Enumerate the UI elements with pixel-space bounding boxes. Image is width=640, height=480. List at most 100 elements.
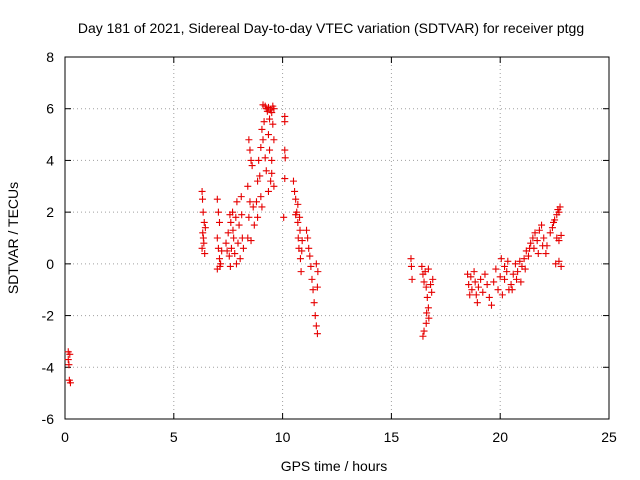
data-point [503, 268, 511, 276]
data-point [467, 273, 475, 281]
data-point [261, 154, 269, 162]
data-point [268, 156, 276, 164]
data-point [422, 319, 430, 327]
data-point [230, 234, 238, 242]
data-point [281, 154, 289, 162]
data-point [213, 195, 221, 203]
axis-ticks [64, 56, 610, 420]
data-point [420, 327, 428, 335]
data-point [234, 239, 242, 247]
data-point [307, 262, 315, 270]
data-point [297, 268, 305, 276]
data-point [232, 260, 240, 268]
data-point [247, 237, 255, 245]
data-point [313, 330, 321, 338]
data-point [530, 244, 538, 252]
data-point [269, 102, 277, 110]
data-point [534, 250, 542, 258]
y-axis-label: SDTVAR / TECUs [5, 182, 21, 294]
data-point [557, 231, 565, 239]
data-point [235, 221, 243, 229]
data-point [298, 237, 306, 245]
data-point [429, 275, 437, 283]
data-point [539, 242, 547, 250]
data-point [535, 226, 543, 234]
y-tick-label: 8 [46, 49, 54, 65]
data-point [557, 262, 565, 270]
data-point [553, 234, 561, 242]
data-point [64, 356, 72, 364]
data-point [260, 118, 268, 126]
data-point [239, 244, 247, 252]
y-axis-tick-labels: -6 -4 -2 0 2 4 6 8 [42, 49, 55, 427]
data-point [225, 252, 233, 260]
data-point [303, 226, 311, 234]
data-point [257, 193, 265, 201]
data-point [423, 309, 431, 317]
data-point [226, 262, 234, 270]
data-point [266, 146, 274, 154]
data-point [312, 260, 320, 268]
y-tick-label: 0 [46, 256, 54, 272]
data-point [542, 250, 550, 258]
data-point [264, 131, 272, 139]
data-point [244, 182, 252, 190]
chart-title: Day 181 of 2021, Sidereal Day-to-day VTE… [78, 20, 584, 36]
data-point [266, 115, 274, 123]
data-point [481, 270, 489, 278]
y-tick-label: 2 [46, 204, 54, 220]
data-point [477, 275, 485, 283]
data-point [550, 218, 558, 226]
data-point [227, 244, 235, 252]
data-point [246, 198, 254, 206]
data-point [465, 281, 473, 289]
y-tick-label: 6 [46, 101, 54, 117]
data-point [252, 198, 260, 206]
data-point [516, 257, 524, 265]
data-point [270, 182, 278, 190]
data-point [314, 268, 322, 276]
data-point [255, 156, 263, 164]
data-point [508, 286, 516, 294]
data-point [310, 299, 318, 307]
data-point [264, 187, 272, 195]
data-point [309, 286, 317, 294]
data-point [490, 278, 498, 286]
x-tick-label: 25 [601, 429, 617, 445]
data-point [270, 136, 278, 144]
data-point [305, 244, 313, 252]
data-point [262, 167, 270, 175]
data-point [524, 252, 532, 260]
data-point [555, 257, 563, 265]
data-point [226, 211, 234, 219]
data-point [470, 268, 478, 276]
data-point [216, 262, 224, 270]
data-point [428, 288, 436, 296]
data-point [214, 208, 222, 216]
data-point [311, 312, 319, 320]
data-point [501, 262, 509, 270]
data-point [199, 229, 207, 237]
data-point [479, 288, 487, 296]
data-point [418, 262, 426, 270]
data-point [267, 177, 275, 185]
data-point [296, 226, 304, 234]
data-point [289, 177, 297, 185]
data-point [501, 275, 509, 283]
data-point [65, 361, 73, 369]
data-point [231, 250, 239, 258]
data-point [313, 283, 321, 291]
data-point [215, 255, 223, 263]
data-point [471, 278, 479, 286]
data-point [268, 169, 276, 177]
data-point [540, 234, 548, 242]
data-point [254, 213, 262, 221]
data-point [281, 146, 289, 154]
data-point [236, 255, 244, 263]
data-point [425, 314, 433, 322]
data-point [246, 146, 254, 154]
data-point [427, 281, 435, 289]
data-point [554, 206, 562, 214]
x-tick-label: 10 [275, 429, 291, 445]
